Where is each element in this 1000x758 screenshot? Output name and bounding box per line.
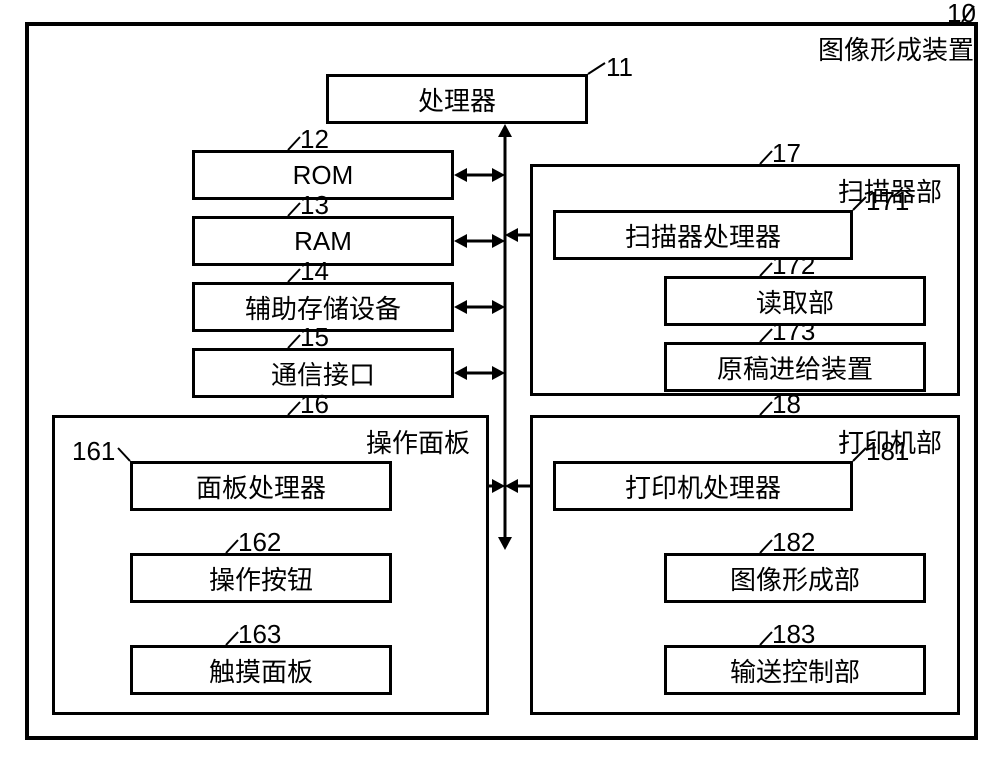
outer-title: 图像形成装置 [818,30,974,67]
ref-g17: 17 [772,138,801,169]
ref-b181: 181 [866,436,909,467]
ref-b14: 14 [300,256,329,287]
block-b182-top: 图像形成部 [664,553,926,603]
block-label-b183-top: 输送控制部 [730,652,860,689]
block-label-b181-top: 打印机处理器 [625,468,781,505]
block-b183-top: 输送控制部 [664,645,926,695]
block-b163-top: 触摸面板 [130,645,392,695]
block-b173-top: 原稿进给装置 [664,342,926,392]
block-label-b15: 通信接口 [271,355,375,392]
block-label-b14: 辅助存储设备 [245,289,401,326]
block-label-b13: RAM [294,226,352,257]
block-label-b163-top: 触摸面板 [209,652,313,689]
block-b171-top: 扫描器处理器 [553,210,853,260]
block-b11: 处理器 [326,74,588,124]
block-b172-top: 读取部 [664,276,926,326]
block-b162-top: 操作按钮 [130,553,392,603]
block-label-b171-top: 扫描器处理器 [625,217,781,254]
ref-b171: 171 [866,186,909,217]
ref-b12: 12 [300,124,329,155]
block-label-b12: ROM [293,160,354,191]
ref-b13: 13 [300,190,329,221]
block-label-b172-top: 读取部 [756,283,834,320]
block-b181-top: 打印机处理器 [553,461,853,511]
block-label-b161-top: 面板处理器 [196,468,326,505]
ref-g16: 16 [300,389,329,420]
ref-b161: 161 [72,436,115,467]
ref-b11: 11 [606,52,633,83]
block-label-b11: 处理器 [418,81,496,118]
block-label-b173-top: 原稿进给装置 [717,349,873,386]
ref-b15: 15 [300,322,329,353]
block-label-b182-top: 图像形成部 [730,560,860,597]
outer-ref: 10 [947,0,976,29]
group-title-g16: 操作面板 [366,423,470,460]
block-b161-top: 面板处理器 [130,461,392,511]
ref-g18: 18 [772,389,801,420]
block-label-b162-top: 操作按钮 [209,560,313,597]
